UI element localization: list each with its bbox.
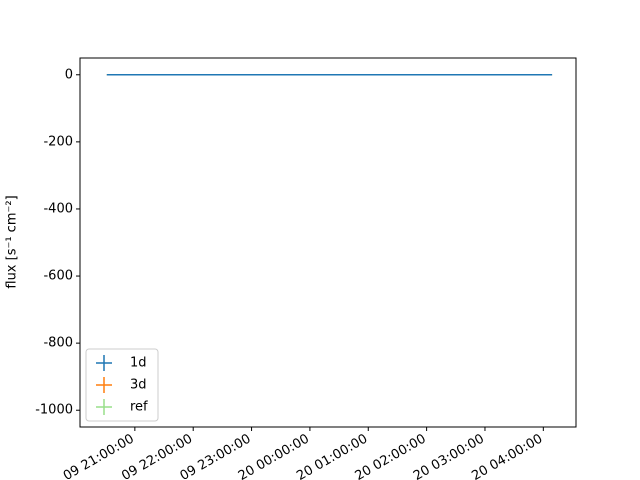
- y-axis-label: flux [s⁻¹ cm⁻²]: [5, 195, 20, 288]
- y-tick-label: -1000: [35, 403, 73, 418]
- legend-marker: [96, 399, 112, 415]
- legend-label: ref: [130, 400, 148, 415]
- y-tick-label: -200: [43, 134, 73, 149]
- y-tick-label: -400: [43, 201, 73, 216]
- plot-frame: [79, 57, 577, 428]
- legend-label: 3d: [130, 378, 147, 393]
- legend-label: 1d: [130, 356, 147, 371]
- y-tick-label: -800: [43, 336, 73, 351]
- y-tick-label: -600: [43, 269, 73, 284]
- y-tick-label: 0: [65, 67, 73, 82]
- legend-marker: [96, 355, 112, 371]
- legend-marker: [96, 377, 112, 393]
- legend: 1d 3d ref: [85, 348, 159, 422]
